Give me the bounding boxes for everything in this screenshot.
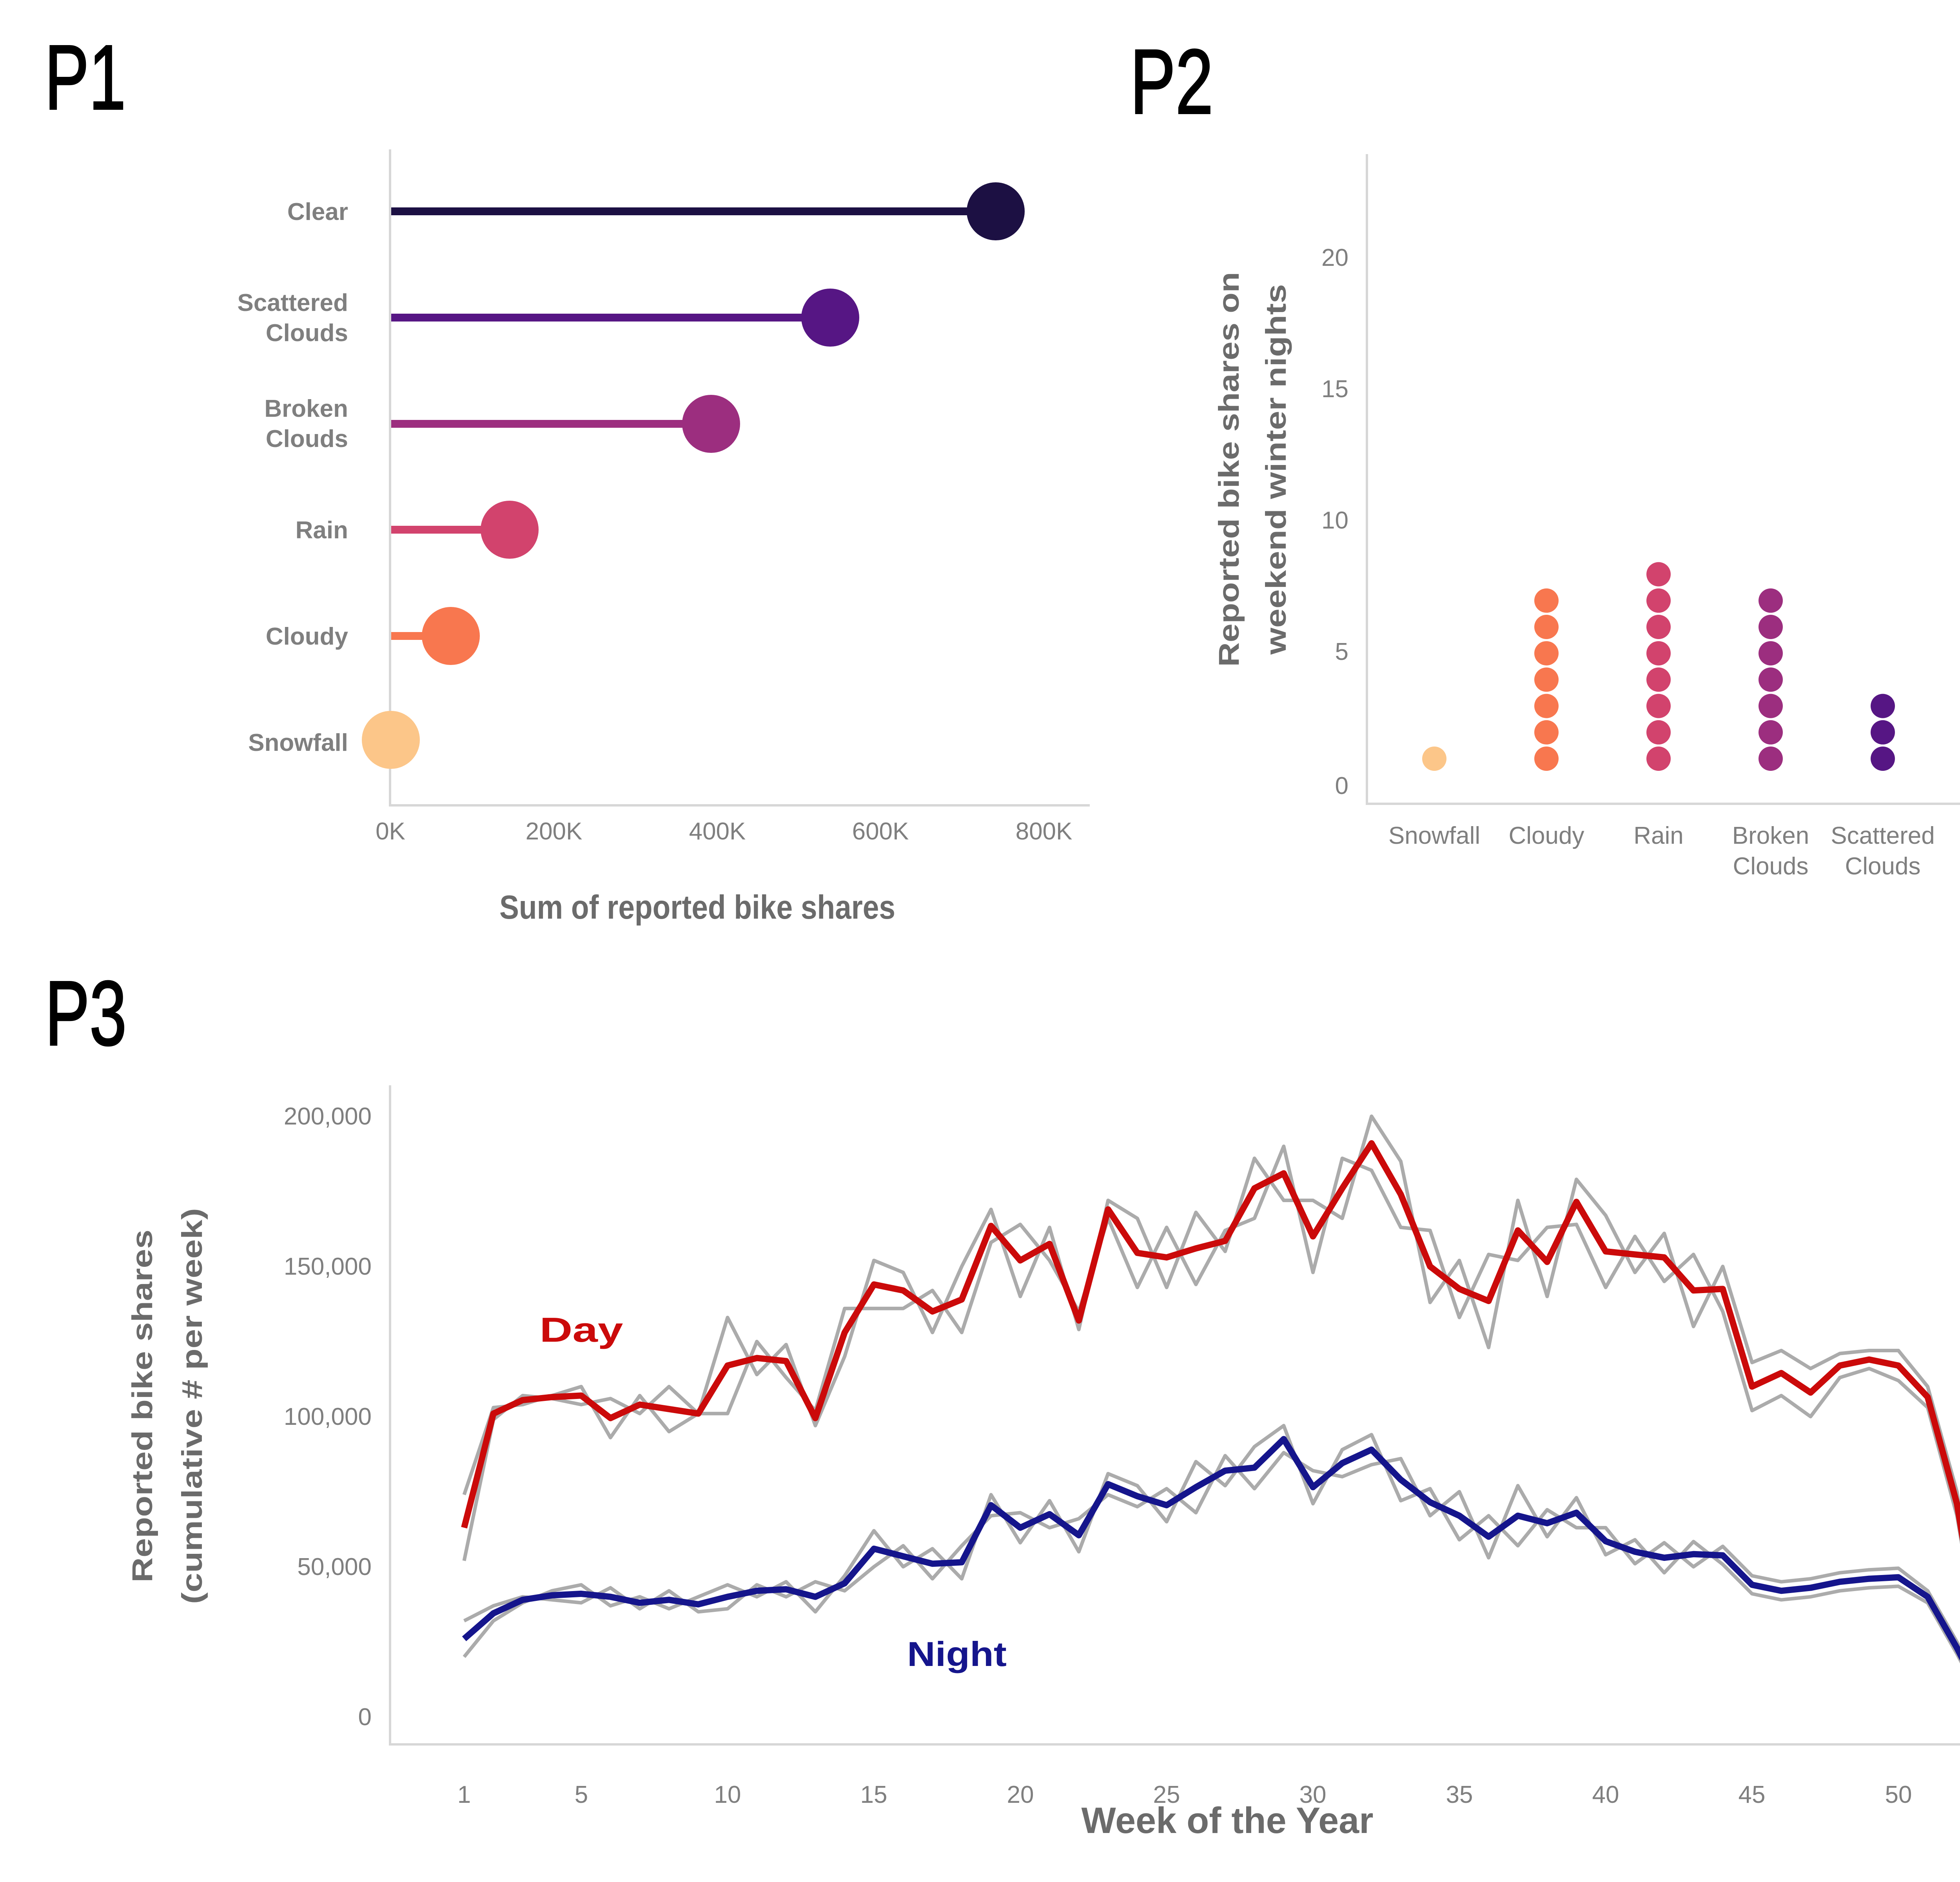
svg-text:45: 45 [1739,1781,1766,1808]
svg-text:Broken: Broken [1732,822,1809,849]
svg-text:Reported bike shares on: Reported bike shares on [1213,272,1245,667]
svg-text:40: 40 [1592,1781,1619,1808]
svg-text:Scattered: Scattered [237,289,348,316]
svg-text:P1: P1 [45,26,126,129]
svg-text:600K: 600K [852,818,909,845]
svg-text:Week of the Year: Week of the Year [1082,1800,1374,1841]
svg-text:0: 0 [358,1704,372,1731]
svg-text:0K: 0K [376,818,405,845]
svg-text:20: 20 [1321,244,1348,271]
svg-text:10: 10 [1321,507,1348,534]
svg-text:5: 5 [1335,638,1348,665]
svg-text:200K: 200K [526,818,583,845]
svg-text:Sum of reported bike shares: Sum of reported bike shares [499,889,895,926]
svg-text:Day: Day [540,1310,623,1349]
svg-text:P2: P2 [1130,30,1213,133]
svg-text:5: 5 [575,1781,588,1808]
svg-text:10: 10 [714,1781,741,1808]
svg-text:Clouds: Clouds [1733,853,1809,880]
svg-text:Cloudy: Cloudy [266,623,348,650]
svg-text:Clouds: Clouds [266,320,348,347]
svg-text:20: 20 [1007,1781,1034,1808]
svg-text:400K: 400K [689,818,746,845]
svg-text:200,000: 200,000 [284,1103,372,1130]
svg-text:0: 0 [1335,772,1348,799]
svg-text:30: 30 [1299,1781,1327,1808]
svg-text:Rain: Rain [296,517,348,544]
svg-text:Broken: Broken [264,395,348,422]
svg-text:Night: Night [907,1635,1007,1673]
svg-text:15: 15 [1321,376,1348,403]
svg-text:Snowfall: Snowfall [1388,822,1480,849]
svg-text:Clouds: Clouds [266,425,348,452]
svg-text:15: 15 [860,1781,887,1808]
svg-text:800K: 800K [1016,818,1073,845]
svg-text:Clear: Clear [287,198,348,225]
svg-text:35: 35 [1446,1781,1473,1808]
svg-text:Rain: Rain [1633,822,1684,849]
svg-text:(cumulative # per week): (cumulative # per week) [176,1208,208,1604]
svg-text:50: 50 [1885,1781,1912,1808]
svg-text:Reported bike shares: Reported bike shares [127,1230,158,1582]
svg-text:150,000: 150,000 [284,1253,372,1280]
svg-text:Cloudy: Cloudy [1509,822,1584,849]
svg-text:Snowfall: Snowfall [248,729,348,756]
svg-text:P3: P3 [45,962,127,1065]
svg-text:50,000: 50,000 [297,1553,372,1580]
svg-text:weekend winter nights: weekend winter nights [1260,284,1292,655]
svg-text:100,000: 100,000 [284,1403,372,1430]
svg-text:Clouds: Clouds [1845,853,1921,880]
svg-text:Scattered: Scattered [1831,822,1935,849]
svg-text:1: 1 [457,1781,471,1808]
svg-text:25: 25 [1153,1781,1180,1808]
